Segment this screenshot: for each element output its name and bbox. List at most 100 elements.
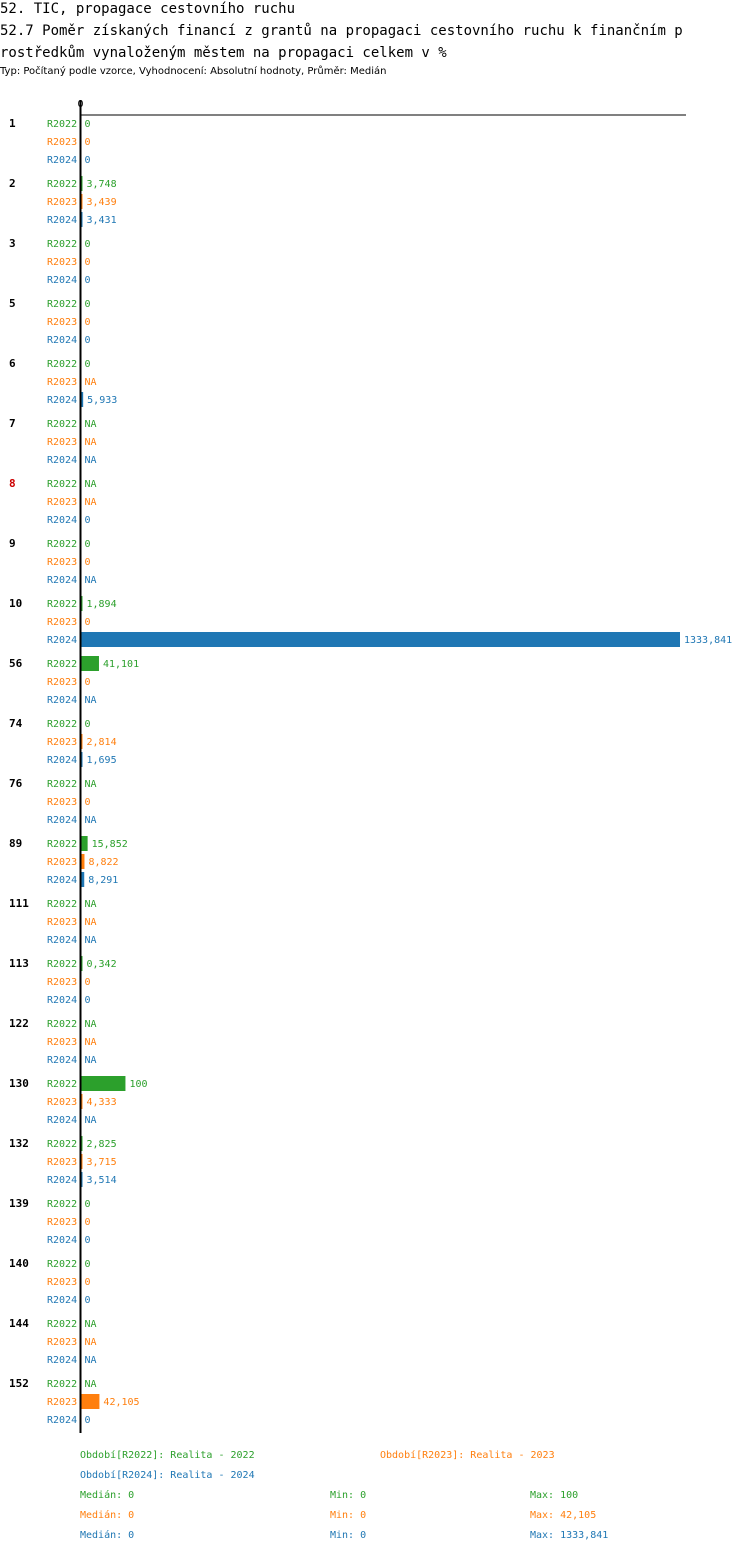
series-label: R2024 (47, 815, 77, 826)
data-label: NA (85, 419, 97, 430)
data-label: 41,101 (103, 659, 139, 670)
bar (80, 836, 88, 851)
series-label: R2022 (47, 359, 77, 370)
series-label: R2022 (47, 719, 77, 730)
series-label: R2024 (47, 1175, 77, 1186)
series-label: R2024 (47, 155, 77, 166)
series-label: R2024 (47, 635, 77, 646)
chart-subtitle: Typ: Počítaný podle vzorce, Vyhodnocení:… (0, 66, 387, 77)
series-label: R2022 (47, 599, 77, 610)
data-label: 42,105 (103, 1397, 139, 1408)
data-label: 0 (85, 797, 91, 808)
data-label: 1,695 (87, 755, 117, 766)
series-label: R2023 (47, 1397, 77, 1408)
series-label: R2023 (47, 437, 77, 448)
data-label: 1,894 (87, 599, 117, 610)
series-label: R2023 (47, 137, 77, 148)
category-label: 74 (9, 717, 23, 730)
category-label: 10 (9, 597, 22, 610)
series-label: R2022 (47, 1199, 77, 1210)
series-label: R2024 (47, 1295, 77, 1306)
series-label: R2022 (47, 1079, 77, 1090)
data-label: 0 (85, 155, 91, 166)
data-label: NA (85, 437, 97, 448)
series-label: R2024 (47, 215, 77, 226)
series-label: R2023 (47, 917, 77, 928)
category-label: 6 (9, 357, 16, 370)
series-label: R2024 (47, 1415, 77, 1426)
series-label: R2024 (47, 1355, 77, 1366)
series-label: R2023 (47, 857, 77, 868)
series-label: R2022 (47, 839, 77, 850)
legend-r2022: Období[R2022]: Realita - 2022 (80, 1450, 255, 1461)
data-label: 3,439 (87, 197, 117, 208)
category-label: 111 (9, 897, 29, 910)
series-label: R2022 (47, 119, 77, 130)
data-label: NA (85, 935, 97, 946)
data-label: 1333,841 (684, 635, 732, 646)
page-title: 52. TIC, propagace cestovního ruchu (0, 1, 296, 17)
series-label: R2023 (47, 1097, 77, 1108)
bar (80, 656, 99, 671)
data-label: 0 (85, 1217, 91, 1228)
data-label: 0 (85, 257, 91, 268)
series-label: R2022 (47, 479, 77, 490)
stat-min-r2023: Min: 0 (330, 1510, 367, 1521)
chart-title-continued: rostředkům vynaloženým městem na propaga… (0, 45, 447, 61)
series-label: R2022 (47, 239, 77, 250)
series-label: R2022 (47, 1319, 77, 1330)
series-label: R2023 (47, 197, 77, 208)
series-label: R2023 (47, 1157, 77, 1168)
series-label: R2022 (47, 419, 77, 430)
series-label: R2022 (47, 1019, 77, 1030)
series-label: R2024 (47, 1235, 77, 1246)
data-label: NA (85, 1337, 97, 1348)
series-label: R2023 (47, 497, 77, 508)
series-label: R2023 (47, 1277, 77, 1288)
series-label: R2024 (47, 455, 77, 466)
stat-max-r2023: Max: 42,105 (530, 1510, 597, 1521)
series-label: R2024 (47, 755, 77, 766)
data-label: 8,291 (88, 875, 118, 886)
data-label: 3,715 (87, 1157, 117, 1168)
legend-r2024: Období[R2024]: Realita - 2024 (80, 1470, 255, 1481)
data-label: NA (85, 1019, 97, 1030)
category-label: 89 (9, 837, 22, 850)
category-label: 139 (9, 1197, 29, 1210)
category-label: 122 (9, 1017, 29, 1030)
data-label: 0 (85, 1259, 91, 1270)
data-label: 2,814 (87, 737, 117, 748)
category-label: 56 (9, 657, 23, 670)
series-label: R2024 (47, 1115, 77, 1126)
data-label: 0 (85, 719, 91, 730)
series-label: R2024 (47, 395, 77, 406)
data-label: 0 (85, 359, 91, 370)
bar (80, 632, 680, 647)
data-label: 0 (85, 977, 91, 988)
category-label: 144 (9, 1317, 29, 1330)
series-label: R2023 (47, 677, 77, 688)
data-label: NA (85, 479, 97, 490)
bar (80, 392, 84, 407)
data-label: 100 (129, 1079, 147, 1090)
data-label: 0 (85, 299, 91, 310)
series-label: R2024 (47, 275, 77, 286)
category-label: 132 (9, 1137, 29, 1150)
series-label: R2023 (47, 1337, 77, 1348)
category-label: 130 (9, 1077, 29, 1090)
data-label: NA (85, 455, 97, 466)
data-label: NA (85, 917, 97, 928)
category-label: 76 (9, 777, 23, 790)
data-label: NA (85, 575, 97, 586)
series-label: R2022 (47, 1259, 77, 1270)
series-label: R2023 (47, 797, 77, 808)
series-label: R2023 (47, 377, 77, 388)
series-label: R2022 (47, 1379, 77, 1390)
series-label: R2024 (47, 335, 77, 346)
series-label: R2022 (47, 299, 77, 310)
data-label: NA (85, 1115, 97, 1126)
category-label: 5 (9, 297, 16, 310)
bar (80, 1076, 126, 1091)
data-label: NA (85, 377, 97, 388)
series-label: R2024 (47, 995, 77, 1006)
